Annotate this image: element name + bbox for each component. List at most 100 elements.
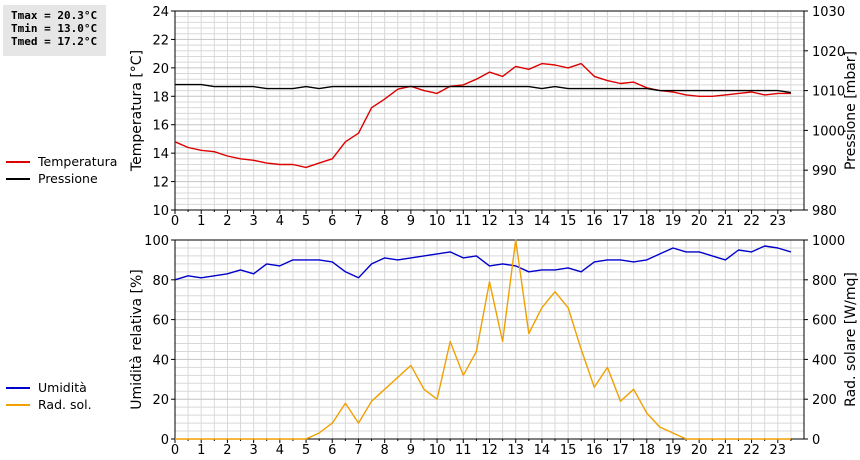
legend-top: Temperatura Pressione	[6, 153, 117, 187]
bottom-x-tick-label: 21	[717, 443, 734, 458]
top-right-tick-label: 1010	[812, 85, 845, 100]
top-left-tick-label: 20	[152, 62, 169, 77]
top-x-tick-label: 22	[743, 214, 760, 229]
top-x-tick-label: 0	[171, 214, 179, 229]
top-x-tick-label: 4	[276, 214, 284, 229]
top-left-tick-label: 18	[152, 90, 169, 105]
top-right-tick-label: 1030	[812, 5, 845, 20]
bottom-x-tick-label: 11	[455, 443, 472, 458]
tmed-label: Tmed = 17.2°C	[11, 35, 98, 48]
legend-bottom: Umidità Rad. sol.	[6, 379, 92, 413]
bottom-left-tick-label: 80	[152, 274, 169, 289]
top-right-axis-label: Pressione [mbar]	[843, 51, 859, 170]
top-x-tick-label: 20	[691, 214, 708, 229]
top-left-tick-label: 16	[152, 119, 169, 134]
stats-box: Tmax = 20.3°C Tmin = 13.0°C Tmed = 17.2°…	[3, 5, 106, 56]
bottom-left-tick-label: 0	[161, 433, 169, 448]
series-line-temperatura	[174, 62, 791, 169]
legend-item-temperatura: Temperatura	[6, 153, 117, 170]
top-x-tick-label: 21	[717, 214, 734, 229]
tmax-label: Tmax = 20.3°C	[11, 9, 98, 22]
top-left-tick-label: 10	[152, 204, 169, 219]
bottom-x-tick-label: 14	[534, 443, 551, 458]
top-x-tick-label: 12	[481, 214, 498, 229]
bottom-x-tick-label: 5	[302, 443, 310, 458]
top-right-tick-label: 1020	[812, 45, 845, 60]
top-right-tick-label: 990	[812, 164, 837, 179]
legend-item-pressione: Pressione	[6, 170, 117, 187]
bottom-x-tick-label: 13	[507, 443, 524, 458]
legend-label-rad-sol: Rad. sol.	[38, 397, 92, 412]
top-x-tick-label: 1	[197, 214, 205, 229]
bottom-x-tick-label: 6	[328, 443, 336, 458]
bottom-x-tick-label: 4	[276, 443, 284, 458]
top-x-tick-label: 15	[560, 214, 577, 229]
bottom-left-axis-label: Umidità relativa [%]	[129, 269, 145, 410]
top-x-tick-label: 18	[638, 214, 655, 229]
top-x-tick-label: 2	[223, 214, 231, 229]
bottom-right-tick-label: 800	[812, 274, 837, 289]
legend-item-rad-sol: Rad. sol.	[6, 396, 92, 413]
top-left-tick-label: 14	[152, 147, 169, 162]
top-x-tick-label: 7	[354, 214, 362, 229]
bottom-x-tick-label: 10	[429, 443, 446, 458]
bottom-x-tick-label: 20	[691, 443, 708, 458]
bottom-left-tick-label: 100	[144, 234, 169, 249]
top-x-tick-label: 8	[381, 214, 389, 229]
bottom-left-tick-label: 40	[152, 353, 169, 368]
legend-label-pressione: Pressione	[38, 171, 98, 186]
top-right-tick-label: 980	[812, 204, 837, 219]
top-x-tick-label: 6	[328, 214, 336, 229]
series-line-rad_sol	[175, 239, 791, 440]
top-x-tick-label: 14	[534, 214, 551, 229]
bottom-x-tick-label: 12	[481, 443, 498, 458]
bottom-right-tick-label: 600	[812, 314, 837, 329]
top-x-tick-label: 23	[770, 214, 787, 229]
bottom-right-tick-label: 0	[812, 433, 820, 448]
series-line-umidita	[174, 245, 792, 281]
bottom-right-tick-label: 400	[812, 353, 837, 368]
top-x-tick-label: 17	[612, 214, 629, 229]
top-x-tick-label: 3	[249, 214, 257, 229]
legend-swatch-pressione	[6, 178, 30, 180]
bottom-x-tick-label: 15	[560, 443, 577, 458]
bottom-x-tick-label: 3	[249, 443, 257, 458]
bottom-left-tick-label: 20	[152, 393, 169, 408]
bottom-x-tick-label: 0	[171, 443, 179, 458]
top-x-tick-label: 13	[507, 214, 524, 229]
bottom-x-tick-label: 18	[638, 443, 655, 458]
bottom-left-tick-label: 60	[152, 314, 169, 329]
top-right-tick-label: 1000	[812, 124, 845, 139]
top-x-tick-label: 11	[455, 214, 472, 229]
bottom-x-tick-label: 2	[223, 443, 231, 458]
bottom-x-tick-label: 19	[665, 443, 682, 458]
bottom-right-tick-label: 200	[812, 393, 837, 408]
top-x-tick-label: 10	[429, 214, 446, 229]
bottom-right-tick-label: 1000	[812, 234, 845, 249]
bottom-x-tick-label: 1	[197, 443, 205, 458]
top-x-tick-label: 5	[302, 214, 310, 229]
bottom-x-tick-label: 8	[381, 443, 389, 458]
top-left-tick-label: 24	[152, 5, 169, 20]
top-x-tick-label: 9	[407, 214, 415, 229]
bottom-x-tick-label: 7	[354, 443, 362, 458]
legend-swatch-temperatura	[6, 161, 30, 163]
legend-swatch-umidita	[6, 387, 30, 389]
legend-label-temperatura: Temperatura	[38, 154, 118, 169]
top-left-tick-label: 12	[152, 176, 169, 191]
legend-swatch-rad-sol	[6, 404, 30, 406]
series-line-pressione	[175, 83, 792, 94]
legend-item-umidita: Umidità	[6, 379, 92, 396]
bottom-right-axis-label: Rad. solare [W/mq]	[843, 272, 859, 407]
bottom-x-tick-label: 17	[612, 443, 629, 458]
top-x-tick-label: 16	[586, 214, 603, 229]
bottom-x-tick-label: 22	[743, 443, 760, 458]
bottom-x-tick-label: 16	[586, 443, 603, 458]
tmin-label: Tmin = 13.0°C	[11, 22, 98, 35]
bottom-x-tick-label: 9	[407, 443, 415, 458]
top-left-axis-label: Temperatura [°C]	[129, 50, 145, 172]
legend-label-umidita: Umidità	[38, 380, 87, 395]
top-x-tick-label: 19	[665, 214, 682, 229]
bottom-x-tick-label: 23	[770, 443, 787, 458]
